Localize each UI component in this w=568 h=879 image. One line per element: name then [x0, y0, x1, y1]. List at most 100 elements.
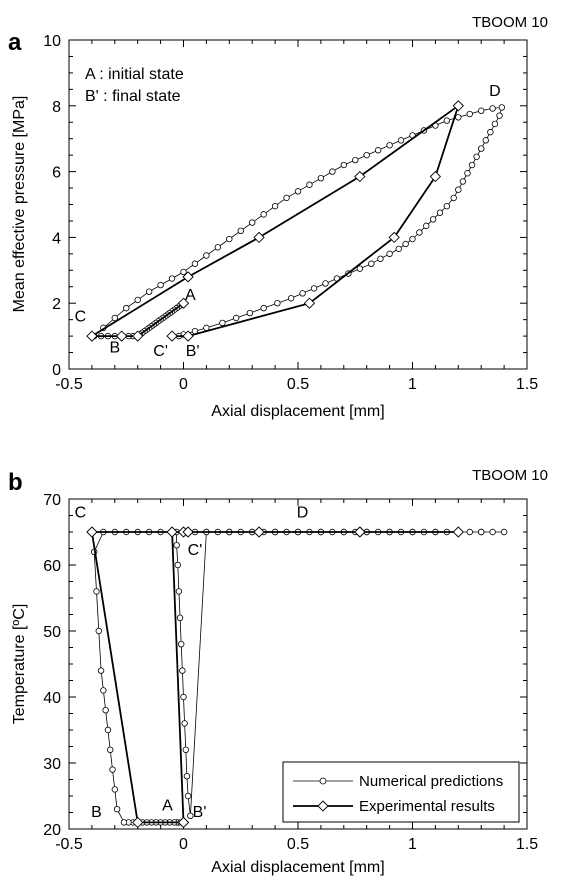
state-label: C	[75, 504, 87, 521]
numerical-point	[423, 222, 430, 230]
numerical-point	[182, 746, 189, 753]
numerical-point	[157, 281, 164, 289]
numerical-point	[464, 170, 471, 177]
state-label: C'	[188, 542, 203, 559]
panel-b-legend: Numerical predictions Experimental resul…	[282, 761, 520, 823]
numerical-point	[109, 766, 116, 773]
experimental-point	[429, 170, 442, 183]
numerical-point	[429, 216, 437, 223]
panel-a-note-initial: A : initial state	[85, 66, 184, 83]
numerical-point	[443, 202, 451, 210]
numerical-point	[246, 309, 254, 317]
experimental-point	[452, 100, 464, 112]
numerical-point	[340, 161, 347, 169]
experimental-point	[86, 330, 98, 342]
y-tick-label: 70	[43, 492, 61, 509]
legend-box	[282, 761, 520, 823]
y-tick-label: 10	[43, 33, 61, 50]
panel-b-ticks	[68, 498, 528, 830]
y-tick-label: 4	[52, 230, 61, 247]
experimental-point	[177, 297, 190, 309]
state-label: B	[91, 804, 102, 821]
experimental-point	[177, 816, 190, 829]
numerical-point	[248, 219, 256, 226]
legend-numerical-label: Numerical predictions	[359, 773, 503, 790]
y-tick-label: 8	[52, 99, 61, 116]
numerical-point	[500, 528, 508, 536]
panel-a-tag: TBOOM 10	[472, 14, 548, 31]
numerical-point	[180, 693, 187, 701]
numerical-point	[287, 295, 295, 302]
panel-a-annotations: A B C C' B' D	[75, 83, 501, 360]
state-label: C'	[153, 343, 168, 360]
numerical-point	[498, 104, 506, 111]
panel-b-y-axis-title: Temperature [ºC]	[11, 604, 28, 725]
panel-b-x-axis-title: Axial displacement [mm]	[211, 859, 384, 876]
experimental-point	[388, 231, 400, 244]
numerical-point	[374, 147, 382, 154]
state-label: D	[297, 504, 309, 521]
numerical-series-line	[93, 106, 503, 337]
numerical-point	[329, 168, 336, 175]
numerical-point	[184, 792, 192, 800]
numerical-point	[416, 229, 423, 236]
state-label: D	[489, 83, 501, 100]
numerical-point	[260, 211, 267, 218]
numerical-point	[111, 314, 118, 322]
panel-a-ticks	[68, 39, 528, 370]
experimental-point	[253, 526, 265, 538]
numerical-point	[214, 244, 222, 251]
numerical-point	[183, 773, 191, 780]
experimental-point	[303, 297, 316, 309]
panel-a-y-axis-title: Mean effective pressure [MPa]	[11, 96, 28, 313]
numerical-point	[402, 240, 409, 248]
numerical-point	[317, 174, 325, 182]
numerical-point	[100, 687, 107, 694]
numerical-point	[478, 528, 485, 536]
legend-numerical-marker	[319, 777, 327, 785]
numerical-point	[274, 300, 281, 307]
panel-b-tick-labels: -0.5 0 0.5 1 1.5 20 30 40 50 60 70	[43, 492, 538, 853]
numerical-point	[145, 288, 153, 295]
experimental-point	[132, 330, 144, 342]
numerical-point	[95, 627, 102, 635]
x-tick-label: 0	[179, 836, 188, 853]
numerical-point	[174, 561, 181, 569]
numerical-point	[173, 542, 180, 549]
y-tick-label: 50	[43, 624, 61, 641]
x-tick-label: 0	[179, 376, 188, 393]
panel-a-x-axis-title: Axial displacement [mm]	[211, 403, 384, 420]
numerical-point	[489, 105, 496, 112]
numerical-point	[294, 188, 302, 195]
legend-experimental-marker	[317, 800, 329, 812]
x-tick-label: 1	[408, 836, 417, 853]
numerical-point	[178, 641, 185, 648]
numerical-point	[478, 145, 485, 152]
numerical-point	[237, 227, 244, 235]
experimental-point	[182, 526, 194, 538]
numerical-point	[219, 319, 226, 327]
state-label: B'	[186, 343, 200, 360]
numerical-point	[179, 667, 186, 674]
y-tick-label: 2	[52, 296, 61, 313]
state-label: A	[162, 798, 173, 815]
x-tick-label: 1.5	[516, 836, 538, 853]
experimental-point	[354, 526, 366, 538]
y-tick-label: 20	[43, 822, 61, 839]
numerical-point	[176, 614, 184, 621]
numerical-point	[102, 707, 109, 714]
experimental-point	[132, 816, 144, 829]
numerical-point	[436, 209, 444, 216]
numerical-point	[123, 304, 130, 312]
numerical-point	[459, 178, 467, 185]
numerical-point	[489, 528, 496, 536]
state-label: C	[75, 308, 87, 325]
numerical-point	[260, 304, 267, 312]
numerical-point	[368, 260, 375, 267]
numerical-point	[377, 255, 384, 262]
numerical-point	[107, 746, 114, 753]
numerical-point	[93, 588, 100, 595]
y-tick-label: 40	[43, 690, 61, 707]
